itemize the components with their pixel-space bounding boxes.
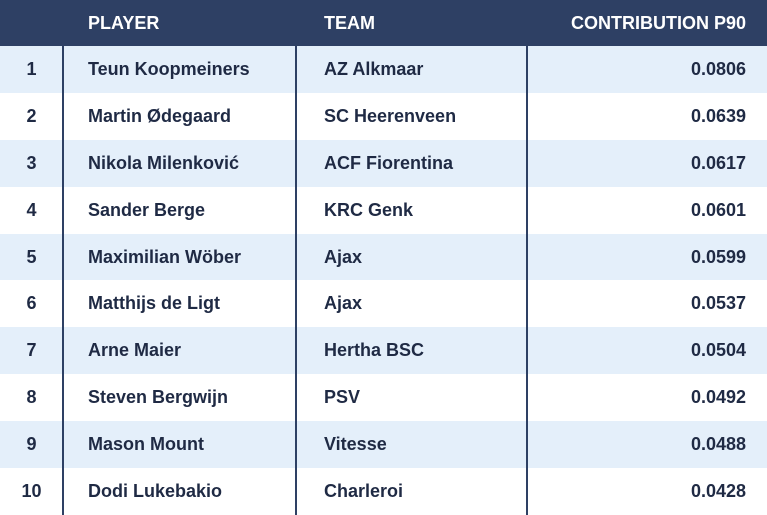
contribution-cell: 0.0599 xyxy=(690,246,746,267)
team-cell: ACF Fiorentina xyxy=(324,152,453,173)
table-row: 8 Steven Bergwijn PSV 0.0492 xyxy=(0,374,767,422)
player-cell: Martin Ødegaard xyxy=(88,105,232,126)
player-cell: Steven Bergwijn xyxy=(88,387,229,408)
team-cell: SC Heerenveen xyxy=(324,105,457,126)
player-cell: Arne Maier xyxy=(88,340,182,361)
table-row: 6 Matthijs de Ligt Ajax 0.0537 xyxy=(0,280,767,328)
table-body: 1 Teun Koopmeiners AZ Alkmaar 0.0806 2 Martin… xyxy=(0,46,767,515)
rank-cell: 7 xyxy=(26,340,37,361)
contribution-cell: 0.0537 xyxy=(690,293,746,314)
contribution-cell: 0.0601 xyxy=(690,199,746,220)
header-contribution: CONTRIBUTION P90 xyxy=(570,13,746,33)
team-cell: Vitesse xyxy=(324,434,387,455)
rank-cell: 1 xyxy=(26,59,37,79)
table-row: 1 Teun Koopmeiners AZ Alkmaar 0.0806 xyxy=(0,46,767,93)
rank-cell: 5 xyxy=(26,246,37,267)
contribution-cell: 0.0617 xyxy=(690,152,746,173)
team-cell: Charleroi xyxy=(324,481,404,502)
header-rank xyxy=(0,0,63,46)
team-cell: PSV xyxy=(324,387,361,408)
team-cell: Hertha BSC xyxy=(324,340,425,361)
rank-cell: 4 xyxy=(26,199,37,220)
player-cell: Teun Koopmeiners xyxy=(88,59,250,79)
header-player: PLAYER xyxy=(88,13,160,33)
rank-cell: 9 xyxy=(26,434,37,455)
table-row: 10 Dodi Lukebakio Charleroi 0.0428 xyxy=(0,468,767,515)
contribution-cell: 0.0492 xyxy=(690,387,746,408)
table-row: 2 Martin Ødegaard SC Heerenveen 0.0639 xyxy=(0,92,767,140)
contribution-cell: 0.0488 xyxy=(690,434,746,455)
contribution-cell: 0.0504 xyxy=(690,340,746,361)
table-row: 7 Arne Maier Hertha BSC 0.0504 xyxy=(0,327,767,375)
player-cell: Matthijs de Ligt xyxy=(88,293,220,314)
player-cell: Sander Berge xyxy=(88,199,206,220)
contribution-cell: 0.0639 xyxy=(690,105,746,126)
table-row: 3 Nikola Milenković ACF Fiorentina 0.0617 xyxy=(0,139,767,187)
contribution-cell: 0.0806 xyxy=(690,59,746,79)
player-cell: Dodi Lukebakio xyxy=(88,481,223,502)
team-cell: AZ Alkmaar xyxy=(324,59,424,79)
header-team: TEAM xyxy=(324,13,375,33)
rank-cell: 8 xyxy=(26,387,37,408)
contribution-cell: 0.0428 xyxy=(690,481,746,502)
rank-cell: 10 xyxy=(21,481,42,502)
column-divider xyxy=(295,0,297,515)
table-row: 4 Sander Berge KRC Genk 0.0601 xyxy=(0,186,767,234)
rank-cell: 6 xyxy=(26,293,37,314)
rank-cell: 3 xyxy=(26,152,37,173)
team-cell: Ajax xyxy=(324,293,363,314)
column-divider xyxy=(526,0,528,515)
team-cell: KRC Genk xyxy=(324,199,414,220)
table-row: 5 Maximilian Wöber Ajax 0.0599 xyxy=(0,233,767,281)
player-cell: Maximilian Wöber xyxy=(88,246,242,267)
table-header: PLAYER TEAM CONTRIBUTION P90 xyxy=(0,0,767,46)
column-divider xyxy=(62,0,64,515)
table-row: 9 Mason Mount Vitesse 0.0488 xyxy=(0,421,767,469)
player-cell: Nikola Milenković xyxy=(88,152,240,173)
player-cell: Mason Mount xyxy=(88,434,204,455)
rank-cell: 2 xyxy=(26,105,37,126)
team-cell: Ajax xyxy=(324,246,363,267)
